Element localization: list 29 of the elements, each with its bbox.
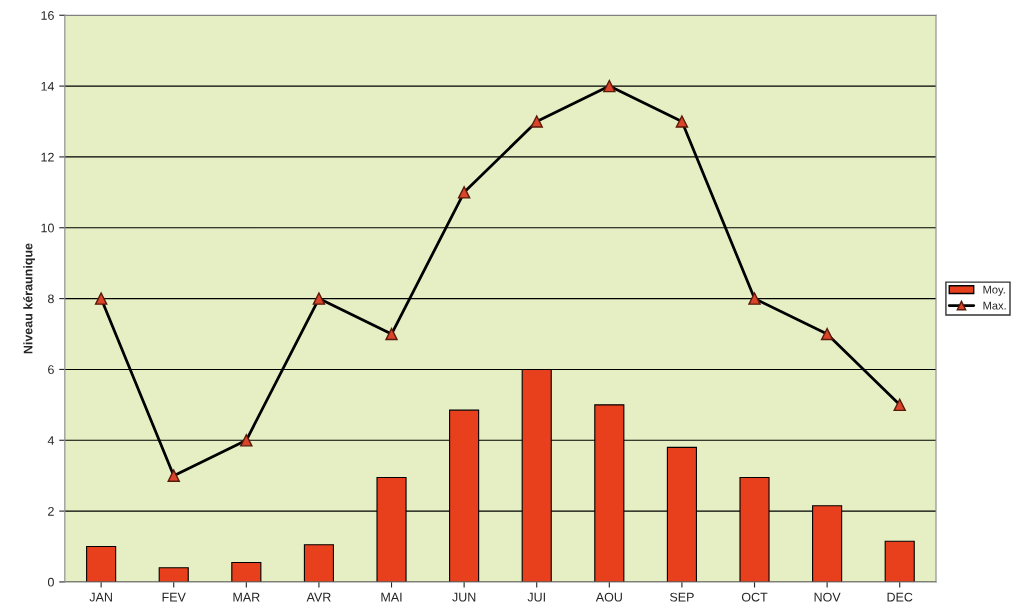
y-tick-label: 2 [48, 506, 54, 516]
y-axis-title: Niveau kéraunique [23, 243, 35, 354]
x-tick-label: OCT [741, 592, 768, 602]
y-tick-label: 10 [41, 223, 54, 233]
y-tick-label: 0 [47, 577, 54, 587]
x-tick-label: DEC [887, 592, 913, 602]
x-tick-label: AVR [306, 592, 331, 602]
x-tick-label: NOV [814, 592, 841, 602]
x-tick-label: FEV [162, 592, 186, 602]
x-tick-label: MAI [381, 592, 402, 602]
y-tick-label: 12 [41, 152, 54, 162]
bar [158, 567, 189, 582]
bar [884, 540, 915, 582]
y-tick-label: 6 [48, 365, 54, 375]
y-tick-label: 8 [48, 294, 54, 304]
y-tick-label: 4 [47, 436, 55, 445]
legend-label: Moy. [983, 285, 1005, 296]
legend-label: Max. [983, 301, 1006, 310]
y-tick-label: 14 [41, 82, 55, 91]
x-tick-label: AOU [595, 592, 622, 602]
x-tick-label: JUN [452, 592, 476, 602]
bar [86, 545, 117, 582]
x-tick-label: JAN [89, 592, 112, 602]
x-tick-label: MAR [233, 592, 260, 602]
bar [231, 561, 262, 582]
y-tick-label: 16 [41, 11, 54, 20]
bar [303, 544, 335, 582]
x-tick-label: SEP [669, 592, 694, 602]
x-tick-label: JUI [527, 592, 545, 602]
